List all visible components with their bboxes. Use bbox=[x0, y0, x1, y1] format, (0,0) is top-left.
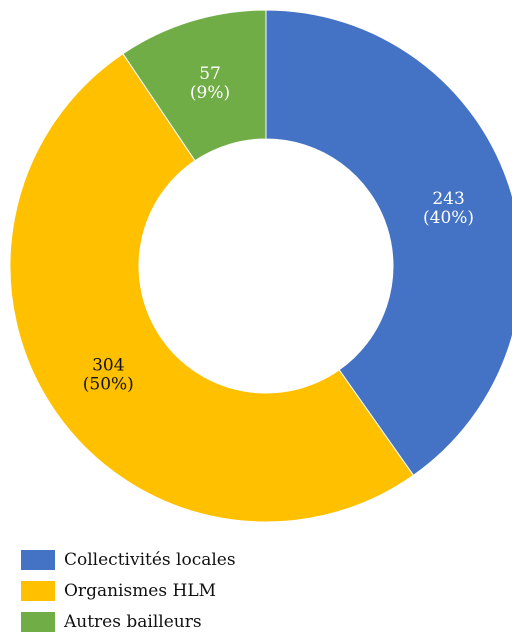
slice-autres-bailleurs bbox=[122, 9, 267, 162]
legend-item-autres-bailleurs: Autres bailleurs bbox=[21, 606, 236, 637]
slice-value-label: 243 bbox=[432, 189, 464, 209]
slice-percent-label: (9%) bbox=[190, 83, 230, 103]
slice-labels: 243(40%) 304(50%) 57(9%) bbox=[83, 64, 474, 395]
slice-organismes-hlm bbox=[9, 53, 415, 523]
chart-legend: Collectivités locales Organismes HLM Aut… bbox=[21, 544, 236, 637]
slice-value-label: 304 bbox=[92, 356, 124, 376]
legend-item-collectivites-locales: Collectivités locales bbox=[21, 544, 236, 575]
legend-label: Collectivités locales bbox=[64, 549, 236, 570]
legend-swatch bbox=[21, 549, 55, 570]
legend-label: Autres bailleurs bbox=[64, 611, 202, 632]
slice-percent-label: (50%) bbox=[83, 375, 134, 395]
slice-value-label: 57 bbox=[199, 64, 221, 84]
slice-collectivites-locales bbox=[265, 9, 512, 476]
slice-percent-label: (40%) bbox=[423, 208, 474, 228]
legend-swatch bbox=[21, 611, 55, 632]
donut-chart: 243(40%) 304(50%) 57(9%) bbox=[9, 9, 512, 523]
donut-slices bbox=[9, 9, 512, 523]
legend-label: Organismes HLM bbox=[64, 580, 217, 601]
legend-item-organismes-hlm: Organismes HLM bbox=[21, 575, 236, 606]
legend-swatch bbox=[21, 580, 55, 601]
